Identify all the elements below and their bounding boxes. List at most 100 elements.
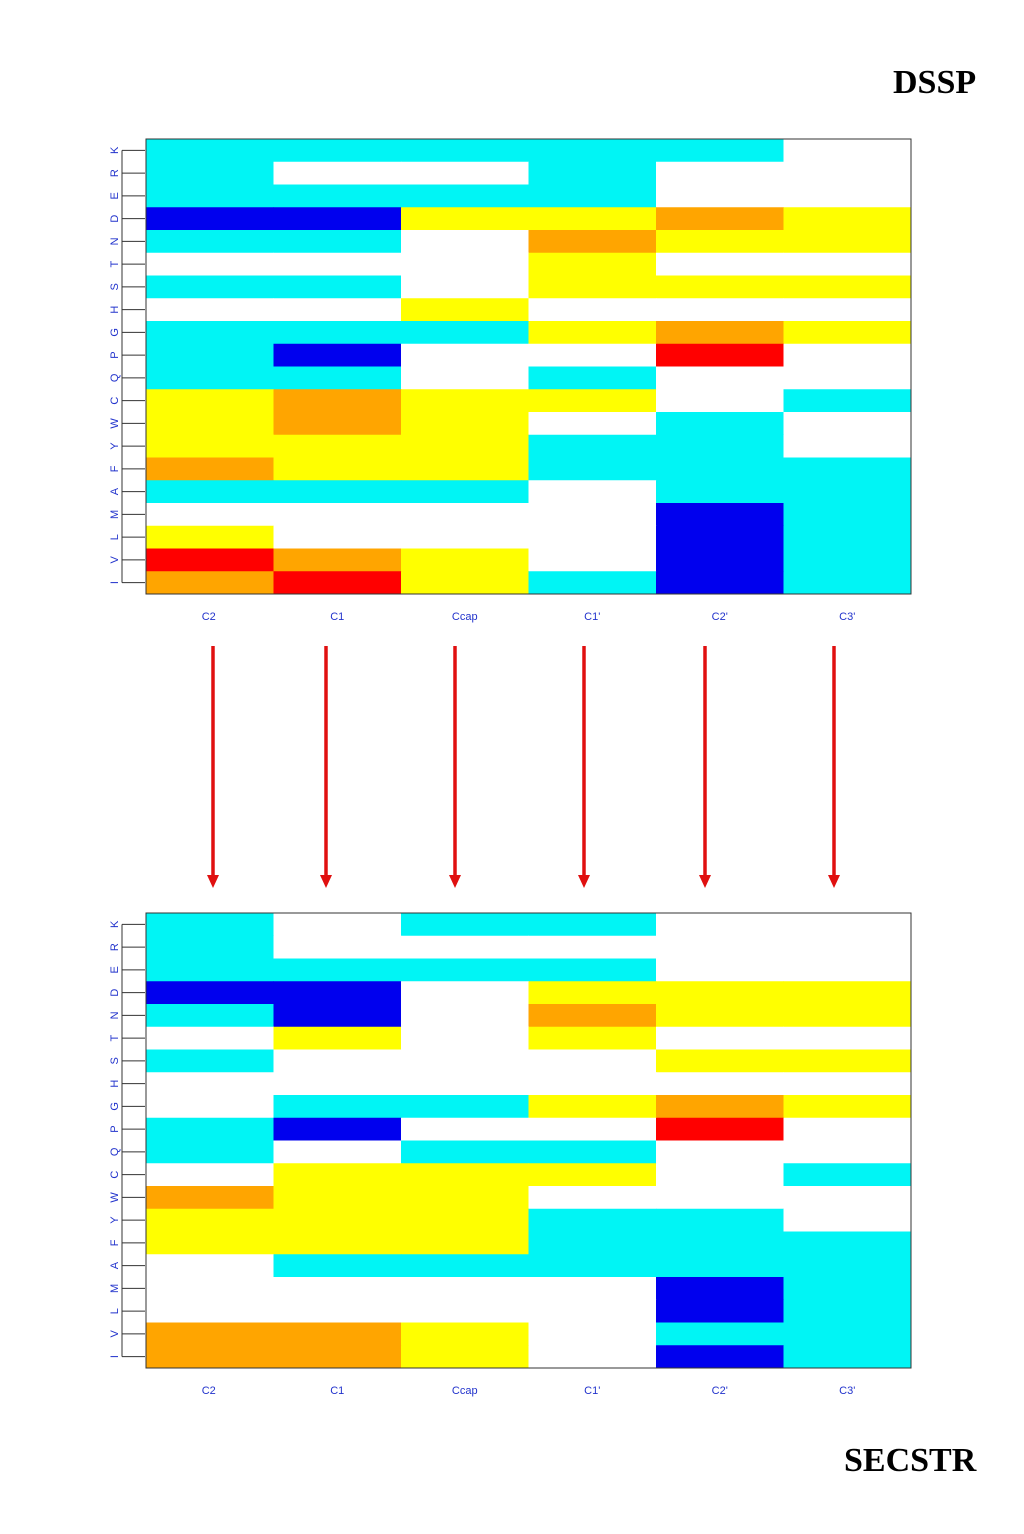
heatmap-cell-H-C2' bbox=[656, 298, 784, 322]
heatmap-cell-D-C2' bbox=[656, 981, 784, 1005]
heatmap-cell-Q-Ccap bbox=[401, 1140, 529, 1164]
heatmap-cell-F-C2' bbox=[656, 1231, 784, 1255]
y-tick-label: L bbox=[109, 1308, 121, 1314]
heatmap-cell-M-Ccap bbox=[401, 1277, 529, 1301]
dssp-heatmap: K R E D N T S H G P Q C W Y F A M L V I C2 C1 Ccap C1' C2' C3' bbox=[109, 138, 912, 623]
heatmap-cell-R-C2 bbox=[146, 935, 274, 959]
heatmap-cell-D-C1 bbox=[273, 981, 402, 1005]
heatmap-cell-A-C1' bbox=[528, 480, 657, 504]
heatmap-cell-F-Ccap bbox=[401, 1231, 529, 1255]
heatmap-cell-D-C2 bbox=[146, 207, 274, 231]
heatmap-cell-Y-C2' bbox=[656, 1208, 784, 1232]
heatmap-cell-F-C1 bbox=[273, 457, 402, 481]
heatmap-cell-L-C2 bbox=[146, 1299, 274, 1323]
heatmap-cell-F-Ccap bbox=[401, 457, 529, 481]
heatmap-cell-T-C3' bbox=[783, 1026, 912, 1050]
heatmap-cell-C-Ccap bbox=[401, 1163, 529, 1187]
heatmap-cell-Q-C1' bbox=[528, 366, 657, 390]
heatmap-cell-A-C3' bbox=[783, 480, 912, 504]
heatmap-cell-Y-C1' bbox=[528, 1208, 657, 1232]
heatmap-cell-W-C2 bbox=[146, 412, 274, 436]
heatmap-cell-V-Ccap bbox=[401, 548, 529, 572]
y-tick-label: V bbox=[109, 1330, 121, 1338]
heatmap-cell-W-C1' bbox=[528, 1186, 657, 1210]
heatmap-cell-N-C1 bbox=[273, 230, 402, 254]
heatmap-cell-N-C2 bbox=[146, 1004, 274, 1028]
heatmap-cell-M-C1' bbox=[528, 503, 657, 527]
heatmap-cell-C-C1' bbox=[528, 389, 657, 413]
heatmap-cell-V-C1' bbox=[528, 548, 657, 572]
heatmap-cell-G-C3' bbox=[783, 1095, 912, 1119]
heatmap-cell-I-Ccap bbox=[401, 1345, 529, 1369]
heatmap-cell-F-C2 bbox=[146, 457, 274, 481]
heatmap-cell-C-C2 bbox=[146, 1163, 274, 1187]
heatmap-cell-M-C2' bbox=[656, 1277, 784, 1301]
heatmap-cell-Y-C1' bbox=[528, 434, 657, 458]
heatmap-cell-R-C1 bbox=[273, 935, 402, 959]
y-tick-label: E bbox=[109, 966, 121, 973]
y-tick-label: N bbox=[109, 237, 121, 245]
heatmap-cell-H-C1' bbox=[528, 1072, 657, 1096]
x-tick-label: C3' bbox=[839, 1385, 855, 1397]
heatmap-cell-V-Ccap bbox=[401, 1322, 529, 1346]
heatmap-cell-T-C1' bbox=[528, 1026, 657, 1050]
heatmap-cell-S-C1 bbox=[273, 1049, 402, 1073]
heatmap-cell-W-C2 bbox=[146, 1186, 274, 1210]
heatmap-cell-S-C1' bbox=[528, 275, 657, 299]
heatmap-cell-N-C3' bbox=[783, 230, 912, 254]
heatmap-cell-H-Ccap bbox=[401, 298, 529, 322]
heatmap-cell-N-C2' bbox=[656, 1004, 784, 1028]
heatmap-cell-T-C1 bbox=[273, 1026, 402, 1050]
heatmap-cell-P-C1' bbox=[528, 1117, 657, 1141]
heatmap-cell-K-C3' bbox=[783, 913, 912, 937]
heatmap-cell-R-C2' bbox=[656, 935, 784, 959]
heatmap-cell-C-C1 bbox=[273, 1163, 402, 1187]
secstr-heatmap: K R E D N T S H G P Q C W Y F A M L V I C2 C1 Ccap C1' C2' C3' bbox=[109, 912, 912, 1397]
heatmap-cell-I-C2 bbox=[146, 571, 274, 595]
heatmap-cell-H-C3' bbox=[783, 1072, 912, 1096]
heatmap-cell-N-Ccap bbox=[401, 230, 529, 254]
arrow-head bbox=[578, 875, 590, 888]
heatmap-cell-E-C1 bbox=[273, 958, 402, 982]
heatmap-cell-A-C1 bbox=[273, 480, 402, 504]
heatmap-cell-L-C2' bbox=[656, 525, 784, 549]
heatmap-cell-S-C2' bbox=[656, 275, 784, 299]
heatmap-cell-E-C3' bbox=[783, 958, 912, 982]
heatmap-cell-I-C2' bbox=[656, 571, 784, 595]
heatmap-cell-Q-C1' bbox=[528, 1140, 657, 1164]
heatmap-cell-L-C1 bbox=[273, 1299, 402, 1323]
heatmap-cell-V-C2 bbox=[146, 548, 274, 572]
heatmap-cell-H-C2' bbox=[656, 1072, 784, 1096]
heatmap-cell-N-C1 bbox=[273, 1004, 402, 1028]
y-tick-label: T bbox=[109, 1034, 121, 1041]
heatmap-cell-P-C1' bbox=[528, 343, 657, 367]
heatmap-cell-C-C1' bbox=[528, 1163, 657, 1187]
heatmap-cell-H-C3' bbox=[783, 298, 912, 322]
heatmap-cell-R-Ccap bbox=[401, 935, 529, 959]
heatmap-cell-Y-C2 bbox=[146, 1208, 274, 1232]
heatmap-cell-Y-C1 bbox=[273, 434, 402, 458]
y-tick-label: M bbox=[109, 1284, 121, 1293]
y-tick-label: G bbox=[109, 1102, 121, 1111]
x-tick-label: C1 bbox=[330, 611, 344, 623]
heatmap-cell-S-C1' bbox=[528, 1049, 657, 1073]
heatmap-cell-L-C2 bbox=[146, 525, 274, 549]
heatmap-cell-S-C2' bbox=[656, 1049, 784, 1073]
heatmap-cell-Y-C2 bbox=[146, 434, 274, 458]
heatmap-cell-Y-C3' bbox=[783, 434, 912, 458]
heatmap-cell-C-Ccap bbox=[401, 389, 529, 413]
heatmap-cell-P-C2 bbox=[146, 1117, 274, 1141]
heatmap-cell-S-C3' bbox=[783, 1049, 912, 1073]
heatmap-cell-I-C1 bbox=[273, 1345, 402, 1369]
heatmap-cell-F-C1 bbox=[273, 1231, 402, 1255]
heatmap-cell-V-C2' bbox=[656, 548, 784, 572]
heatmap-cell-C-C2 bbox=[146, 389, 274, 413]
heatmap-cell-G-C1 bbox=[273, 1095, 402, 1119]
plot-frame bbox=[145, 138, 912, 595]
heatmap-cell-W-C3' bbox=[783, 1186, 912, 1210]
y-tick-label: R bbox=[109, 169, 121, 177]
y-tick-label: Y bbox=[109, 442, 121, 450]
heatmap-cell-V-C3' bbox=[783, 548, 912, 572]
heatmap-cell-D-C2 bbox=[146, 981, 274, 1005]
heatmap-cell-P-C1 bbox=[273, 1117, 402, 1141]
